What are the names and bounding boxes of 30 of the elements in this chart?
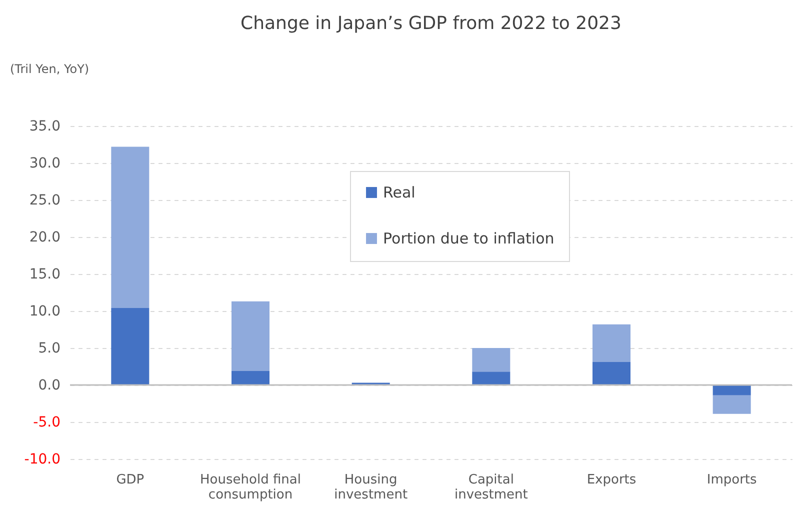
- bar: [592, 362, 630, 385]
- y-tick-label: 5.0: [38, 340, 60, 356]
- text: (Tril Yen, YoY): [10, 62, 90, 76]
- y-tick-label: 15.0: [29, 266, 60, 282]
- bar: [472, 348, 510, 372]
- x-tick-label: Exports: [586, 472, 636, 488]
- x-tick-label: Household final consumption: [200, 472, 301, 502]
- bar: [592, 324, 630, 362]
- y-tick-label: 10.0: [29, 304, 60, 320]
- bar: [111, 146, 150, 308]
- y-tick-label: 20.0: [29, 230, 60, 246]
- bar: [712, 385, 751, 396]
- bar: [712, 395, 751, 414]
- bar: [472, 372, 510, 385]
- y-tick-label: 25.0: [29, 192, 60, 208]
- y-tick-label: -5.0: [33, 414, 60, 430]
- chart-title: Change in Japan’s GDP from 2022 to 2023: [240, 13, 622, 34]
- x-tick-label: GDP: [116, 472, 144, 488]
- y-tick-label: 30.0: [29, 156, 60, 172]
- y-tick-label: -10.0: [24, 452, 60, 468]
- y-tick-label: 0.0: [38, 378, 60, 394]
- bar: [232, 301, 270, 371]
- x-tick-label: Imports: [706, 472, 758, 488]
- y-tick-label: 35.0: [29, 118, 60, 134]
- bar: [232, 370, 270, 385]
- x-tick-label: Capital investment: [454, 472, 528, 502]
- x-tick-label: Housing investment: [334, 472, 408, 502]
- bar: [111, 308, 150, 385]
- legend-label: Portion due to inflation: [383, 230, 554, 248]
- legend-label: Real: [383, 184, 416, 202]
